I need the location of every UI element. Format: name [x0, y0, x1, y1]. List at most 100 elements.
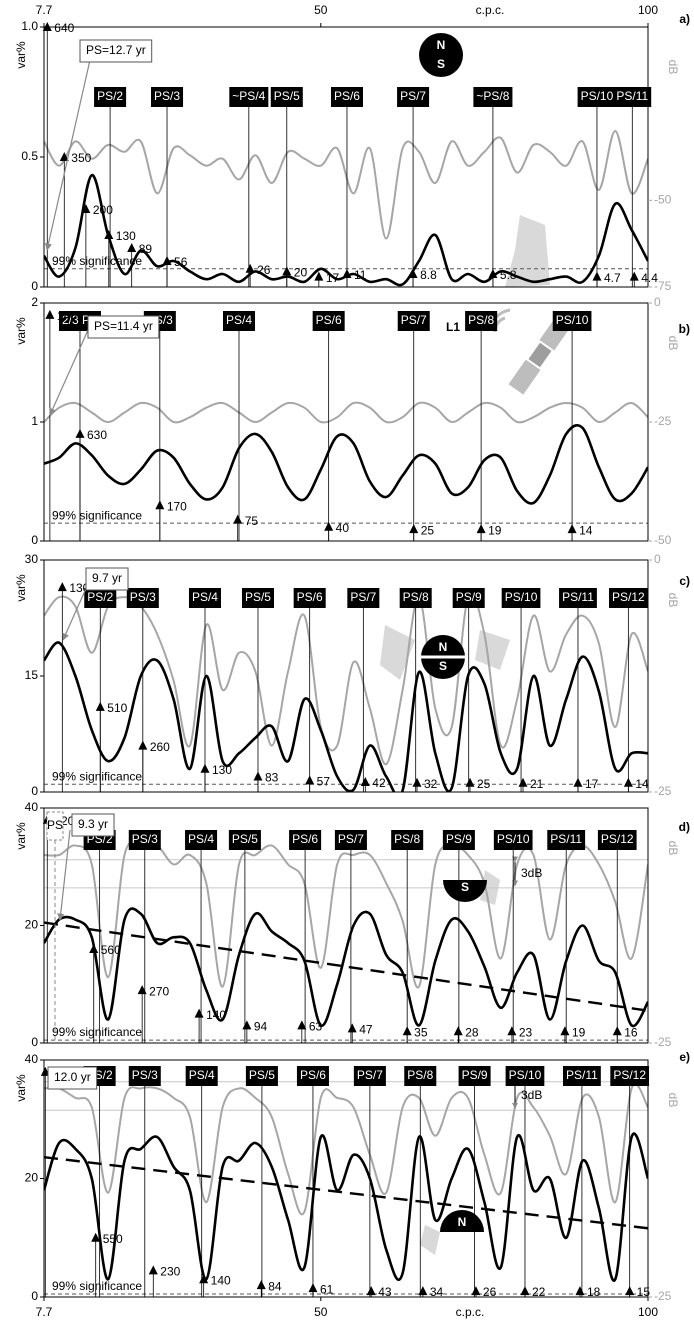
harmonic-label: PS/9: [462, 1068, 488, 1082]
harmonic-label: PS/7: [350, 590, 376, 604]
harmonic-box: [452, 588, 485, 608]
marker-triangle: [138, 740, 148, 750]
ps-box-label: PS: [47, 818, 63, 832]
marker-label: 130: [116, 229, 136, 243]
variance-curve: [44, 641, 648, 792]
marker-label: 8.8: [420, 268, 437, 282]
harmonic-box: [609, 588, 648, 608]
marker-triangle: [567, 524, 577, 534]
significance-label: 99% significance: [52, 769, 142, 783]
ps-label: 9.3 yr: [78, 817, 108, 831]
y-axis-label: var%: [14, 317, 28, 345]
marker-triangle: [507, 1026, 517, 1036]
harmonic-box: [222, 311, 256, 331]
y2-tick-label: -25: [654, 1035, 672, 1049]
marker-triangle: [520, 1286, 530, 1296]
marker-triangle: [324, 521, 334, 531]
harmonic-box: [501, 588, 541, 608]
ps-box: [85, 567, 129, 591]
marker-label: 40: [336, 521, 350, 535]
marker-triangle: [465, 777, 475, 787]
harmonic-label: PS/11: [616, 89, 648, 103]
marker-triangle: [314, 271, 324, 281]
significance-label: 99% significance: [52, 508, 142, 522]
harmonic-label: PS/3: [132, 832, 158, 846]
marker-triangle: [199, 1274, 209, 1284]
harmonic-box: [473, 87, 513, 107]
harmonic-box: [397, 311, 430, 331]
harmonic-label: PS/11: [562, 590, 594, 604]
db-curve: [44, 1083, 648, 1216]
db-curve: [44, 129, 648, 240]
marker-label: 61: [320, 1282, 334, 1296]
harmonic-box: [330, 87, 363, 107]
harmonic-box: [229, 87, 269, 107]
marker-triangle: [245, 263, 255, 273]
harmonic-box: [610, 1066, 650, 1086]
harmonic-label: PS/9: [456, 590, 482, 604]
pole-label: N: [439, 640, 448, 654]
harmonic-label: PS/2: [97, 89, 123, 103]
marker-triangle: [104, 230, 114, 239]
y-tick-label: 1.0: [21, 19, 38, 33]
marker-label: 14: [635, 777, 649, 791]
marker-triangle: [488, 269, 498, 278]
marker-triangle: [127, 243, 137, 252]
marker-triangle: [200, 763, 210, 773]
marker-label: 35: [414, 1025, 428, 1039]
harmonic-label: PS/7: [400, 89, 426, 103]
marker-label: 32: [424, 777, 438, 791]
marker-label: 19: [572, 1025, 586, 1039]
ps-box: [79, 39, 153, 63]
marker-label: 140: [211, 1273, 231, 1287]
ps-arrow: [57, 829, 71, 921]
x-tick-label: 50: [314, 3, 328, 17]
y2-tick-label: -75: [654, 279, 672, 293]
marker-triangle: [137, 985, 147, 995]
ps-label: PS=11.4 yr: [94, 319, 153, 333]
marker-label: 260: [150, 740, 170, 754]
harmonic-label: PS/4: [226, 313, 252, 327]
marker-label: 83: [265, 771, 279, 785]
marker-label: 510: [107, 701, 127, 715]
marker-triangle: [347, 1023, 357, 1033]
marker-triangle: [409, 524, 419, 534]
marker-triangle: [360, 776, 370, 786]
y-axis-label: var%: [14, 1074, 28, 1102]
harmonic-box: [465, 311, 498, 331]
pole-icon: [440, 1210, 484, 1232]
harmonic-box: [151, 87, 184, 107]
harmonic-label: PS/3: [130, 590, 156, 604]
harmonic-box: [442, 830, 475, 850]
db-curve: [44, 591, 648, 766]
harmonic-label: PS/5: [274, 89, 300, 103]
marker-triangle: [282, 266, 292, 276]
marker-triangle: [625, 1286, 635, 1296]
variance-curve: [44, 1132, 648, 1282]
marker-label: 560: [101, 943, 121, 957]
marker-label: 200: [93, 203, 113, 217]
x-tick-label: 100: [638, 3, 658, 17]
harmonic-label: PS/11: [566, 1068, 598, 1082]
y2-axis-label: dB: [666, 1093, 680, 1108]
harmonic-label: PS/12: [613, 1068, 646, 1082]
harmonic-box: [188, 588, 221, 608]
plot-area: [44, 401, 648, 524]
marker-label: 94: [254, 1020, 268, 1034]
harmonic-box: [84, 588, 117, 608]
panel: var% dB c) 0 15 30 -25 0 99% significance PS/2 PS/…: [14, 552, 690, 798]
harmonic-box: [404, 1066, 437, 1086]
marker-triangle: [412, 777, 422, 787]
ps-arrow: [44, 59, 91, 251]
y-tick-label: 15: [25, 668, 39, 682]
x-axis-label: c.p.c.: [476, 3, 505, 17]
x-tick-label: 7.7: [36, 1305, 53, 1319]
harmonic-box: [613, 87, 652, 107]
ps-arrow: [49, 329, 89, 416]
significance-label: 99% significance: [52, 254, 142, 268]
marker-label: 15: [637, 1285, 651, 1299]
harmonic-label: PS/7: [357, 1068, 383, 1082]
marker-triangle: [575, 1286, 585, 1296]
marker-triangle: [148, 1265, 158, 1275]
